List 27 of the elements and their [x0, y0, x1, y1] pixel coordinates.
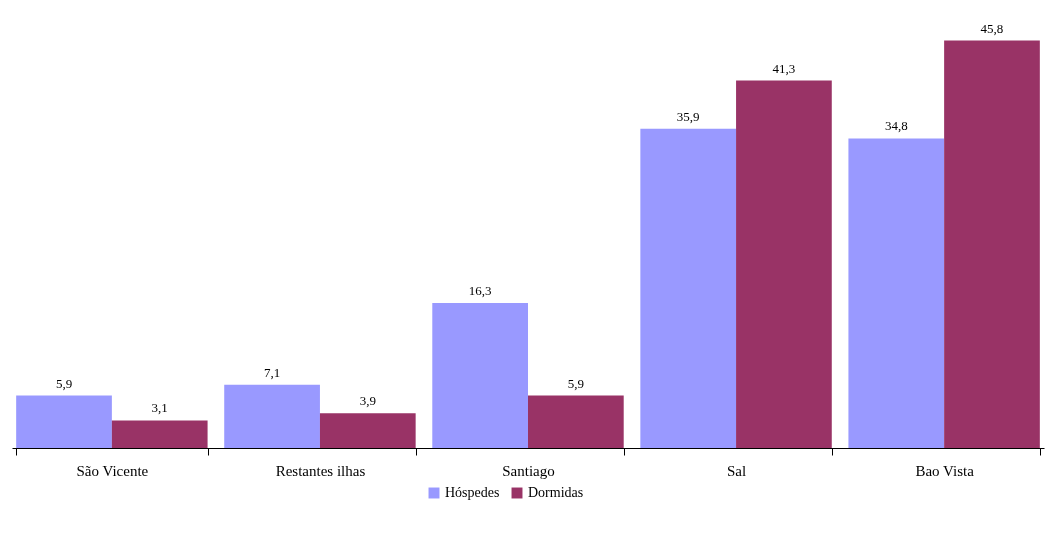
legend-label: Hóspedes: [445, 485, 500, 500]
data-label: 5,9: [567, 375, 584, 391]
x-tick-label: Santiago: [502, 462, 555, 479]
x-tick-label: Sal: [726, 462, 747, 479]
bar: [224, 384, 320, 448]
data-label: 35,9: [676, 108, 700, 124]
bar: [16, 395, 112, 448]
bar: [848, 138, 945, 448]
bar: [432, 303, 528, 448]
bar: [111, 420, 208, 448]
data-label: 34,8: [884, 118, 908, 134]
x-tick-label: São Vicente: [76, 462, 149, 479]
x-tick-label: Restantes ilhas: [275, 462, 366, 479]
data-label: 16,3: [468, 283, 492, 299]
data-label: 41,3: [772, 60, 796, 76]
x-tick-label: Bao Vista: [915, 462, 975, 479]
bar: [944, 40, 1040, 448]
data-label: 3,1: [151, 400, 168, 416]
data-label: 5,9: [55, 375, 73, 391]
bar: [640, 128, 737, 448]
data-label: 45,8: [980, 20, 1004, 36]
bar: [528, 395, 624, 448]
legend-label: Dormidas: [528, 485, 584, 500]
bar: [736, 80, 832, 448]
bar: [319, 413, 416, 448]
data-label: 3,9: [359, 393, 376, 409]
data-label: 7,1: [263, 364, 281, 380]
